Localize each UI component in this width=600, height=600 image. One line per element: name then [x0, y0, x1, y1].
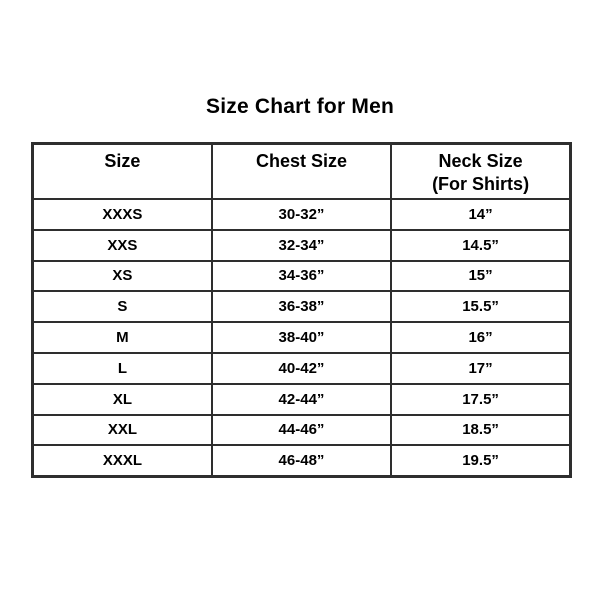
- table-row: XXL 44-46” 18.5”: [31, 413, 572, 447]
- table-row: XS 34-36” 15”: [31, 259, 572, 293]
- header-neck-size: Neck Size (For Shirts): [390, 142, 572, 200]
- header-neck-line2: (For Shirts): [432, 174, 530, 194]
- chest-size-cell: 40-42”: [210, 351, 393, 385]
- neck-size-cell: 15.5”: [390, 290, 572, 324]
- size-cell: XXXS: [31, 198, 213, 231]
- table-row: M 38-40” 16”: [31, 321, 572, 354]
- size-cell: L: [31, 351, 213, 385]
- neck-size-cell: 17.5”: [390, 382, 572, 416]
- table-row: XL 42-44” 17.5”: [31, 382, 572, 416]
- neck-size-cell: 14.5”: [390, 228, 572, 262]
- table-row: XXXL 46-48” 19.5”: [31, 444, 572, 478]
- neck-size-cell: 18.5”: [390, 413, 572, 447]
- size-cell: XL: [31, 382, 213, 416]
- neck-size-cell: 17”: [390, 351, 572, 385]
- chest-size-cell: 30-32”: [210, 198, 393, 231]
- table-row: S 36-38” 15.5”: [31, 290, 572, 324]
- chest-size-cell: 32-34”: [210, 228, 393, 262]
- size-cell: XXS: [31, 228, 213, 262]
- chest-size-cell: 38-40”: [210, 321, 393, 354]
- chest-size-cell: 34-36”: [210, 259, 393, 293]
- table-row: XXS 32-34” 14.5”: [31, 228, 572, 262]
- chest-size-cell: 36-38”: [210, 290, 393, 324]
- header-row: Size Chest Size Neck Size (For Shirts): [31, 142, 572, 200]
- header-size-line1: Size: [104, 151, 141, 171]
- size-chart-table: Size Chest Size Neck Size (For Shirts) X…: [31, 142, 572, 479]
- chest-size-cell: 44-46”: [210, 413, 393, 447]
- neck-size-cell: 19.5”: [390, 444, 572, 478]
- page-title: Size Chart for Men: [206, 95, 394, 118]
- neck-size-cell: 16”: [390, 321, 572, 354]
- header-chest-size: Chest Size: [210, 142, 393, 200]
- header-size: Size: [31, 142, 213, 200]
- header-chest-line1: Chest Size: [255, 151, 347, 171]
- size-cell: S: [31, 290, 213, 324]
- chest-size-cell: 42-44”: [210, 382, 393, 416]
- table-row: L 40-42” 17”: [31, 351, 572, 385]
- neck-size-cell: 15”: [390, 259, 572, 293]
- size-cell: M: [31, 321, 213, 354]
- table-row: XXXS 30-32” 14”: [31, 198, 572, 231]
- chest-size-cell: 46-48”: [210, 444, 393, 478]
- header-neck-line1: Neck Size: [438, 151, 523, 171]
- size-cell: XXL: [31, 413, 213, 447]
- size-cell: XXXL: [31, 444, 213, 478]
- neck-size-cell: 14”: [390, 198, 572, 231]
- size-cell: XS: [31, 259, 213, 293]
